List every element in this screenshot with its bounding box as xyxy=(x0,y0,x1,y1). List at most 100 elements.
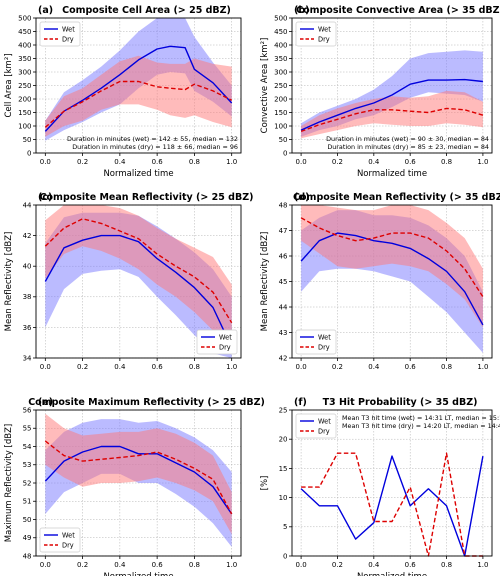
y-axis-label: Maximum Reflectivity [dBZ] xyxy=(4,424,14,542)
x-axis-label: Normalized time xyxy=(103,169,173,179)
chart-title: Composite Convective Area (> 35 dBZ) xyxy=(296,5,500,16)
band-dry xyxy=(301,205,483,328)
y-tick-label: 55 xyxy=(23,425,32,433)
series-line-wet xyxy=(44,234,233,348)
y-tick-label: 40 xyxy=(23,263,32,271)
annotation: Duration in minutes (dry) = 118 ± 66, me… xyxy=(72,143,238,151)
x-tick-label: 1.0 xyxy=(226,158,237,166)
y-tick-label: 250 xyxy=(18,82,31,90)
chart-title: Composite Mean Reflectivity (> 35 dBZ) xyxy=(293,192,500,203)
plot-frame xyxy=(35,204,242,359)
annotation: Duration in minutes (dry) = 85 ± 23, med… xyxy=(327,143,489,151)
x-tick-label: 0.0 xyxy=(40,363,51,371)
x-tick-label: 0.2 xyxy=(77,158,88,166)
legend-label-dry: Dry xyxy=(62,541,74,549)
y-tick-label: 43 xyxy=(279,329,288,337)
y-tick-label: 47 xyxy=(279,227,288,235)
x-axis-label: Normalized time xyxy=(103,572,173,576)
panel-a: 0.0 0.2 0.4 0.6 0.8 1.0 0 50 100 150 200 250 300 350 4… xyxy=(4,5,242,179)
legend-label-wet: Wet xyxy=(318,25,331,33)
x-tick-label: 0.4 xyxy=(114,561,126,569)
annotation: Mean T3 hit time (wet) = 14:31 LT, media… xyxy=(342,414,500,422)
y-tick-label: 400 xyxy=(18,41,31,49)
panel-f: 0.0 0.2 0.4 0.6 0.8 1.0 0 5 10 15 20 25 Normalized t… xyxy=(260,397,500,576)
series-line-wet xyxy=(44,45,233,132)
legend-box xyxy=(196,329,238,355)
x-tick-label: 0.2 xyxy=(77,363,88,371)
y-tick-label: 500 xyxy=(274,14,287,22)
chart-title: Composite Maximum Reflectivity (> 25 dBZ… xyxy=(28,397,265,408)
x-tick-label: 0.6 xyxy=(405,363,417,371)
x-tick-label: 1.0 xyxy=(477,158,488,166)
y-tick-label: 46 xyxy=(279,252,288,260)
x-axis-label: Normalized time xyxy=(357,572,427,576)
y-tick-label: 200 xyxy=(274,95,287,103)
x-tick-label: 0.6 xyxy=(152,363,164,371)
y-tick-label: 100 xyxy=(274,122,287,130)
chart-title: Composite Mean Reflectivity (> 25 dBZ) xyxy=(40,192,254,203)
y-tick-label: 50 xyxy=(23,516,32,524)
legend-box xyxy=(39,527,81,553)
x-axis-label: Normalized time xyxy=(357,169,427,179)
series-line-wet xyxy=(300,232,484,326)
panel-c: 0.0 0.2 0.4 0.6 0.8 1.0 34 36 38 40 42 44 Mean Refle… xyxy=(4,192,253,371)
series-line-dry xyxy=(44,80,233,128)
panel-b: 0.0 0.2 0.4 0.6 0.8 1.0 0 50 100 150 200 250 300 350 4… xyxy=(260,5,500,179)
series-line-dry xyxy=(300,217,484,298)
x-tick-label: 0.2 xyxy=(77,561,88,569)
legend: Wet Dry xyxy=(39,527,81,553)
x-tick-label: 0.6 xyxy=(405,158,417,166)
x-tick-label: 0.4 xyxy=(114,363,126,371)
y-tick-label: 10 xyxy=(279,494,288,502)
y-tick-label: 150 xyxy=(274,109,287,117)
legend-label-wet: Wet xyxy=(318,417,331,425)
y-tick-label: 25 xyxy=(279,406,288,414)
chart-title: T3 Hit Probability (> 35 dBZ) xyxy=(323,397,478,408)
x-tick-label: 0.0 xyxy=(296,561,307,569)
x-tick-label: 0.0 xyxy=(40,158,51,166)
panel-label: (a) xyxy=(38,5,53,16)
legend-label-wet: Wet xyxy=(318,333,331,341)
plot-frame xyxy=(291,409,493,557)
series-line-dry xyxy=(44,440,233,515)
annotation: Mean T3 hit time (dry) = 14:20 LT, media… xyxy=(342,422,500,430)
legend-label-dry: Dry xyxy=(318,427,330,435)
legend-label-wet: Wet xyxy=(219,333,232,341)
x-tick-label: 0.6 xyxy=(152,158,164,166)
y-tick-label: 250 xyxy=(274,82,287,90)
x-tick-label: 0.8 xyxy=(441,363,452,371)
y-tick-label: 52 xyxy=(23,479,32,487)
y-tick-label: 0 xyxy=(283,552,287,560)
band-dry xyxy=(45,205,232,349)
series-line-dry xyxy=(44,218,233,324)
panel-label: (e) xyxy=(38,397,53,408)
series-line-wet xyxy=(300,455,484,557)
x-tick-label: 0.2 xyxy=(332,363,343,371)
y-tick-label: 300 xyxy=(18,68,31,76)
legend: Wet Dry xyxy=(196,329,238,355)
legend-box xyxy=(295,413,337,439)
y-tick-label: 49 xyxy=(23,534,32,542)
legend-label-wet: Wet xyxy=(62,531,75,539)
y-tick-label: 5 xyxy=(283,523,287,531)
y-tick-label: 53 xyxy=(23,461,32,469)
series-line-wet xyxy=(300,78,483,131)
legend-box xyxy=(39,21,81,47)
y-axis-label: Mean Reflectivity [dBZ] xyxy=(260,232,270,332)
panel-label: (f) xyxy=(294,397,307,408)
y-tick-label: 44 xyxy=(279,303,288,311)
y-tick-label: 400 xyxy=(274,41,287,49)
y-tick-label: 38 xyxy=(23,293,32,301)
y-tick-label: 350 xyxy=(274,55,287,63)
x-tick-label: 1.0 xyxy=(477,363,488,371)
legend: Wet Dry xyxy=(295,329,337,355)
panel-label: (b) xyxy=(294,5,309,16)
x-tick-label: 0.8 xyxy=(189,363,200,371)
y-tick-label: 300 xyxy=(274,68,287,76)
panel-label: (c) xyxy=(38,192,52,203)
legend-label-dry: Dry xyxy=(62,35,74,43)
legend-label-dry: Dry xyxy=(219,343,231,351)
y-tick-label: 42 xyxy=(23,232,32,240)
y-tick-label: 56 xyxy=(23,406,32,414)
